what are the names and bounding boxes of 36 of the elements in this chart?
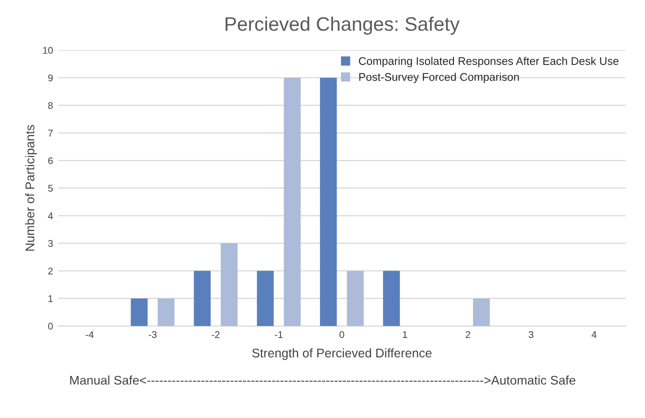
y-tick-label: 0 [48, 322, 53, 330]
y-tick-label: 9 [48, 74, 53, 82]
legend-label: Comparing Isolated Responses After Each Desk Use [358, 56, 619, 68]
y-tick-label: 8 [48, 102, 53, 109]
bar [130, 298, 148, 326]
bar [346, 270, 364, 326]
y-tick-label: 1 [48, 295, 53, 302]
legend-label: Post-Survey Forced Comparison [359, 72, 519, 84]
y-tick-label: 4 [48, 212, 53, 220]
y-tick-label: 5 [48, 184, 53, 192]
bar [256, 270, 274, 326]
y-tick-label: 10 [43, 46, 53, 54]
y-axis-title: Number of Participants [25, 124, 37, 251]
bar [194, 270, 211, 326]
bar [383, 270, 400, 326]
y-tick-label: 6 [48, 157, 53, 164]
bar [220, 243, 238, 326]
chart-title: Percieved Changes: Safety [226, 16, 460, 35]
text: Manual Safe<--------------------------------------------------------------------------------->Automatic Safe [70, 376, 576, 385]
y-tick-label: 3 [48, 240, 53, 247]
x-tick-label: 0 [340, 331, 344, 338]
bar [320, 78, 337, 326]
bar [473, 298, 490, 326]
x-tick-label: 3 [528, 331, 534, 338]
y-tick-label: 2 [48, 268, 53, 274]
x-tick-label: -4 [86, 331, 94, 338]
y-tick-label: 7 [48, 130, 53, 136]
x-tick-label: 2 [466, 331, 470, 338]
x-tick-label: 4 [592, 331, 597, 338]
bar [158, 298, 175, 326]
x-tick-label: -3 [148, 331, 157, 338]
x-tick-label: -1 [274, 331, 283, 338]
x-tick-label: 1 [402, 331, 408, 338]
x-axis-title: Strength of Percieved Difference [252, 348, 432, 360]
bar [284, 78, 301, 326]
x-tick-label: -2 [212, 331, 220, 338]
